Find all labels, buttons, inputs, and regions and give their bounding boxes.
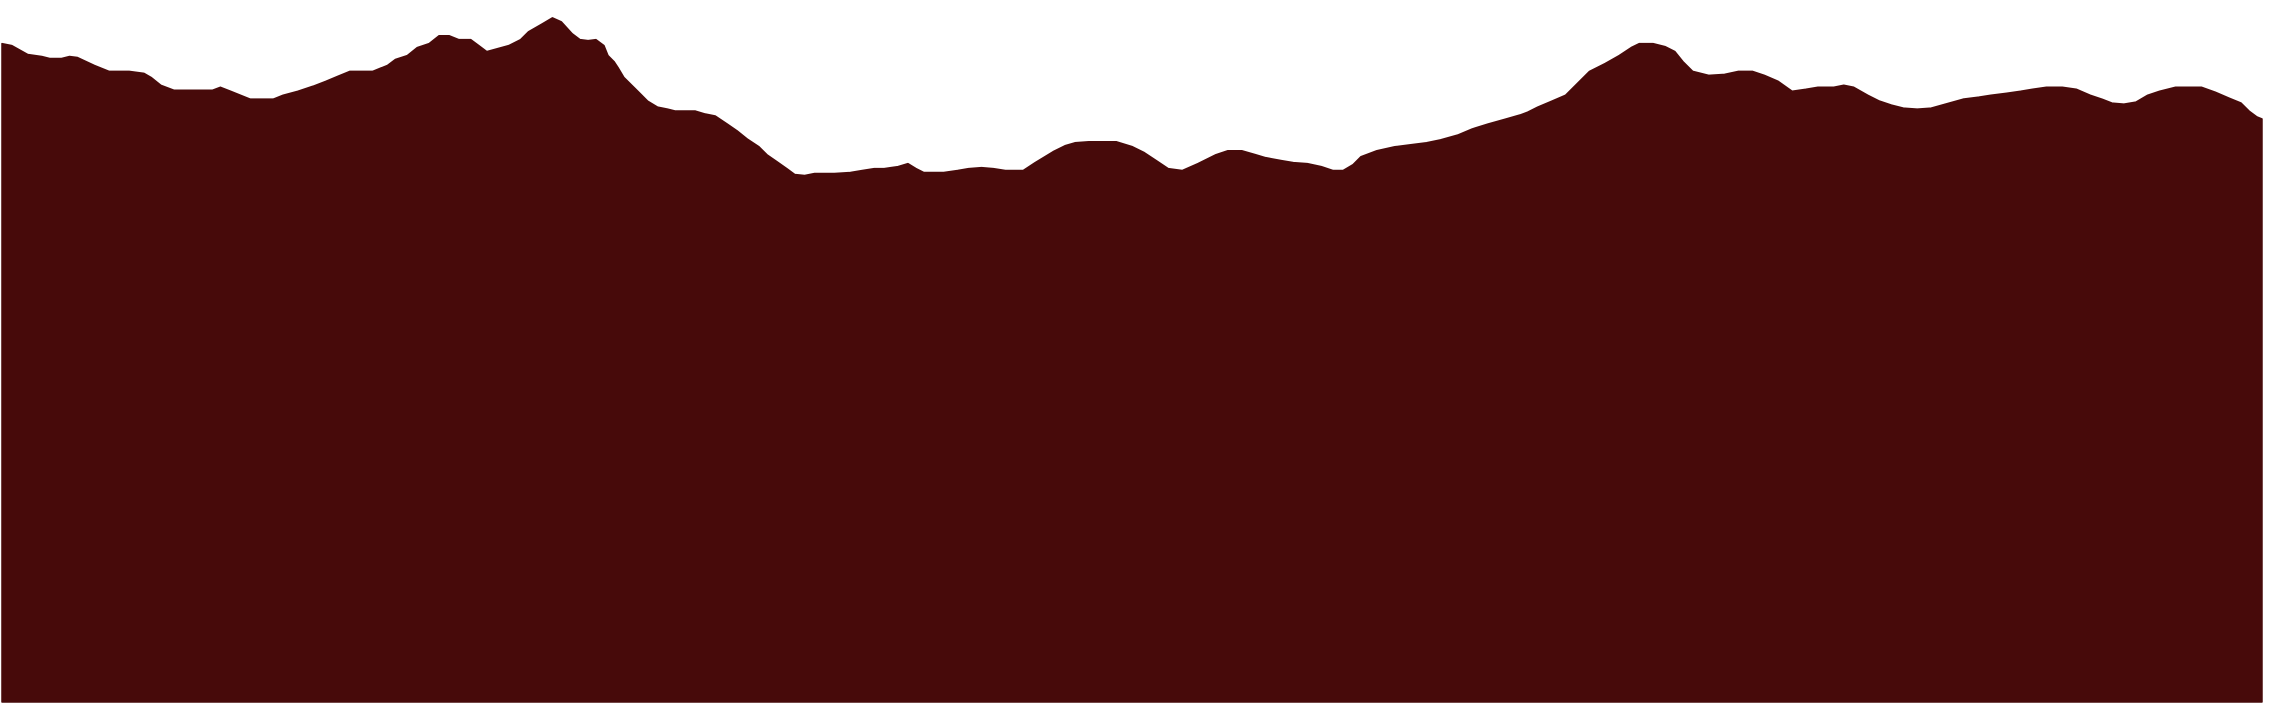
ridge-group [1,17,2263,703]
ridge-silhouette [1,17,2263,703]
